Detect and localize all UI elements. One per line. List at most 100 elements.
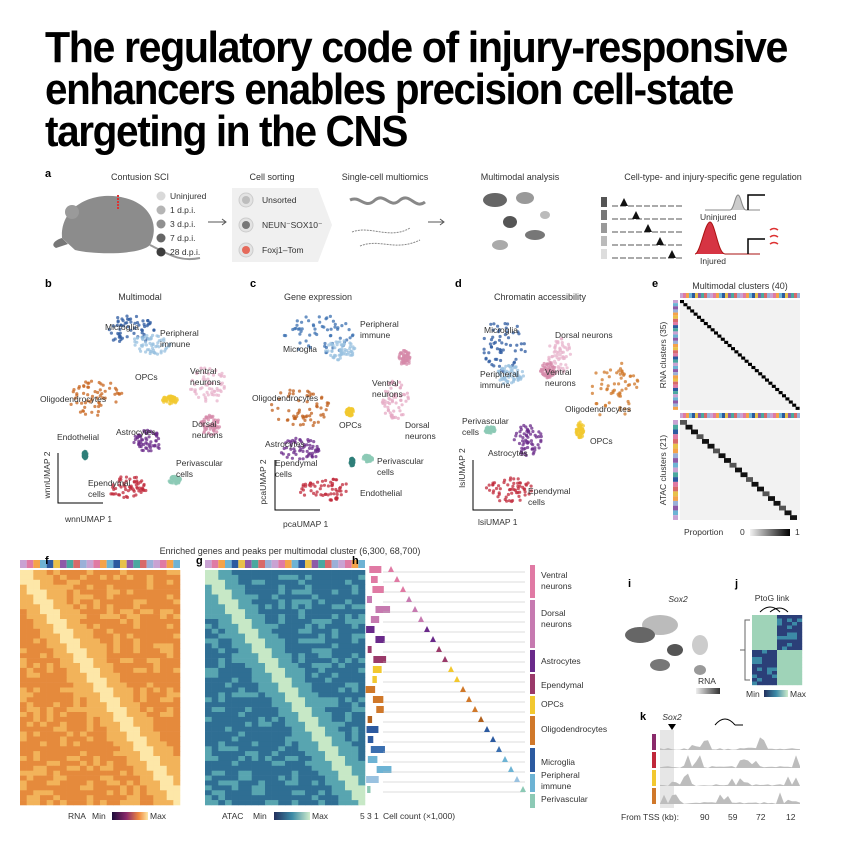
axis-label: ATAC clusters (21) bbox=[658, 435, 668, 506]
cluster-bar bbox=[173, 560, 180, 568]
heatmap-cell bbox=[245, 658, 252, 664]
heatmap-cell bbox=[126, 746, 134, 752]
heatmap-cell bbox=[345, 672, 352, 678]
heatmap-cell bbox=[166, 599, 174, 605]
cell-point bbox=[301, 446, 305, 450]
cell-point bbox=[88, 400, 92, 404]
cluster-label: immune bbox=[160, 339, 191, 349]
cell-point bbox=[556, 365, 560, 369]
heatmap-cell bbox=[46, 746, 54, 752]
heatmap-cell bbox=[126, 760, 134, 767]
heatmap-cell bbox=[238, 702, 246, 708]
heatmap-cell bbox=[133, 609, 141, 615]
peak bbox=[436, 646, 442, 652]
cell-point bbox=[138, 347, 142, 351]
cluster-bar bbox=[725, 413, 728, 418]
heatmap-cell bbox=[218, 623, 226, 630]
cluster-bar bbox=[673, 491, 678, 497]
heatmap-cell bbox=[93, 785, 101, 791]
heatmap-cell bbox=[311, 712, 319, 718]
heatmap-cell bbox=[238, 609, 246, 615]
heatmap-cell bbox=[66, 594, 74, 600]
cell-point bbox=[293, 327, 297, 331]
heatmap-cell bbox=[73, 584, 81, 590]
heatmap-cell bbox=[93, 731, 101, 737]
heatmap-cell bbox=[345, 736, 352, 742]
heatmap-cell bbox=[298, 741, 306, 747]
heatmap-cell bbox=[231, 628, 239, 634]
cell-point bbox=[565, 366, 569, 370]
heatmap-cell bbox=[166, 785, 174, 791]
cell-point bbox=[386, 409, 390, 413]
heatmap-cell bbox=[331, 589, 339, 595]
heatmap-cell bbox=[285, 584, 292, 590]
heatmap-cell bbox=[338, 712, 346, 718]
heatmap-cell bbox=[211, 663, 219, 669]
heatmap-cell bbox=[53, 770, 61, 776]
heatmap-cell bbox=[757, 622, 763, 626]
heatmap-cell bbox=[358, 721, 366, 727]
cluster-bar bbox=[673, 448, 678, 454]
heatmap-cell bbox=[140, 574, 147, 581]
heatmap-cell bbox=[777, 664, 783, 668]
cell-point bbox=[543, 366, 547, 370]
heatmap-cell bbox=[298, 756, 306, 762]
heatmap-cell bbox=[146, 751, 154, 757]
heatmap-cell bbox=[258, 746, 266, 752]
heatmap-cell bbox=[358, 638, 366, 644]
heatmap-cell bbox=[225, 589, 232, 595]
heatmap-cell bbox=[86, 609, 94, 615]
heatmap-cell bbox=[160, 653, 167, 659]
cell-point bbox=[298, 332, 302, 336]
heatmap-cell bbox=[40, 712, 47, 718]
heatmap-cell bbox=[160, 648, 167, 654]
heatmap-cell bbox=[258, 594, 266, 600]
heatmap-cell bbox=[305, 589, 312, 595]
heatmap-cell bbox=[265, 692, 272, 698]
heatmap-cell bbox=[278, 726, 286, 732]
heatmap-cell bbox=[338, 721, 346, 727]
heatmap-cell bbox=[218, 721, 226, 727]
cell-point bbox=[404, 399, 408, 403]
heatmap-cell bbox=[113, 609, 121, 615]
cluster-label: Ventral bbox=[372, 378, 399, 388]
cell-point bbox=[333, 325, 337, 329]
heatmap-cell bbox=[271, 663, 279, 669]
heatmap-cell bbox=[351, 682, 359, 688]
heatmap-cell bbox=[133, 692, 141, 698]
heatmap-cell bbox=[53, 594, 61, 600]
heatmap-cell bbox=[100, 760, 107, 767]
heatmap-cell bbox=[782, 667, 788, 672]
sort-label: Unsorted bbox=[262, 195, 297, 205]
heatmap-cell bbox=[73, 751, 81, 757]
heatmap-cell bbox=[797, 681, 803, 686]
heatmap-cell bbox=[331, 692, 339, 698]
heatmap-cell bbox=[271, 790, 279, 796]
heatmap-cell bbox=[60, 594, 67, 600]
heatmap-cell bbox=[265, 672, 272, 678]
heatmap-cell bbox=[106, 800, 114, 806]
cell-point bbox=[219, 383, 223, 387]
cluster-bar bbox=[767, 413, 770, 418]
heatmap-cell bbox=[218, 653, 226, 659]
heatmap-cell bbox=[46, 623, 54, 630]
heatmap-cell bbox=[86, 648, 94, 654]
heatmap-cell bbox=[338, 785, 346, 791]
heatmap-cell bbox=[173, 785, 181, 791]
heatmap-cell bbox=[205, 570, 212, 576]
heatmap-cell bbox=[86, 746, 94, 752]
heatmap-cell bbox=[166, 584, 174, 590]
heatmap-cell bbox=[792, 678, 798, 682]
cell-point bbox=[517, 332, 521, 336]
heatmap-cell bbox=[251, 707, 259, 713]
heatmap-cell bbox=[126, 721, 134, 727]
heatmap-cell bbox=[66, 760, 74, 767]
heatmap-cell bbox=[762, 491, 770, 497]
heatmap-cell bbox=[331, 643, 339, 649]
heatmap-cell bbox=[26, 770, 34, 776]
heatmap-cell bbox=[153, 736, 161, 742]
cell-point bbox=[348, 347, 352, 351]
cell-point bbox=[308, 443, 312, 447]
heatmap-cell bbox=[211, 574, 219, 581]
cell-point bbox=[506, 483, 510, 487]
